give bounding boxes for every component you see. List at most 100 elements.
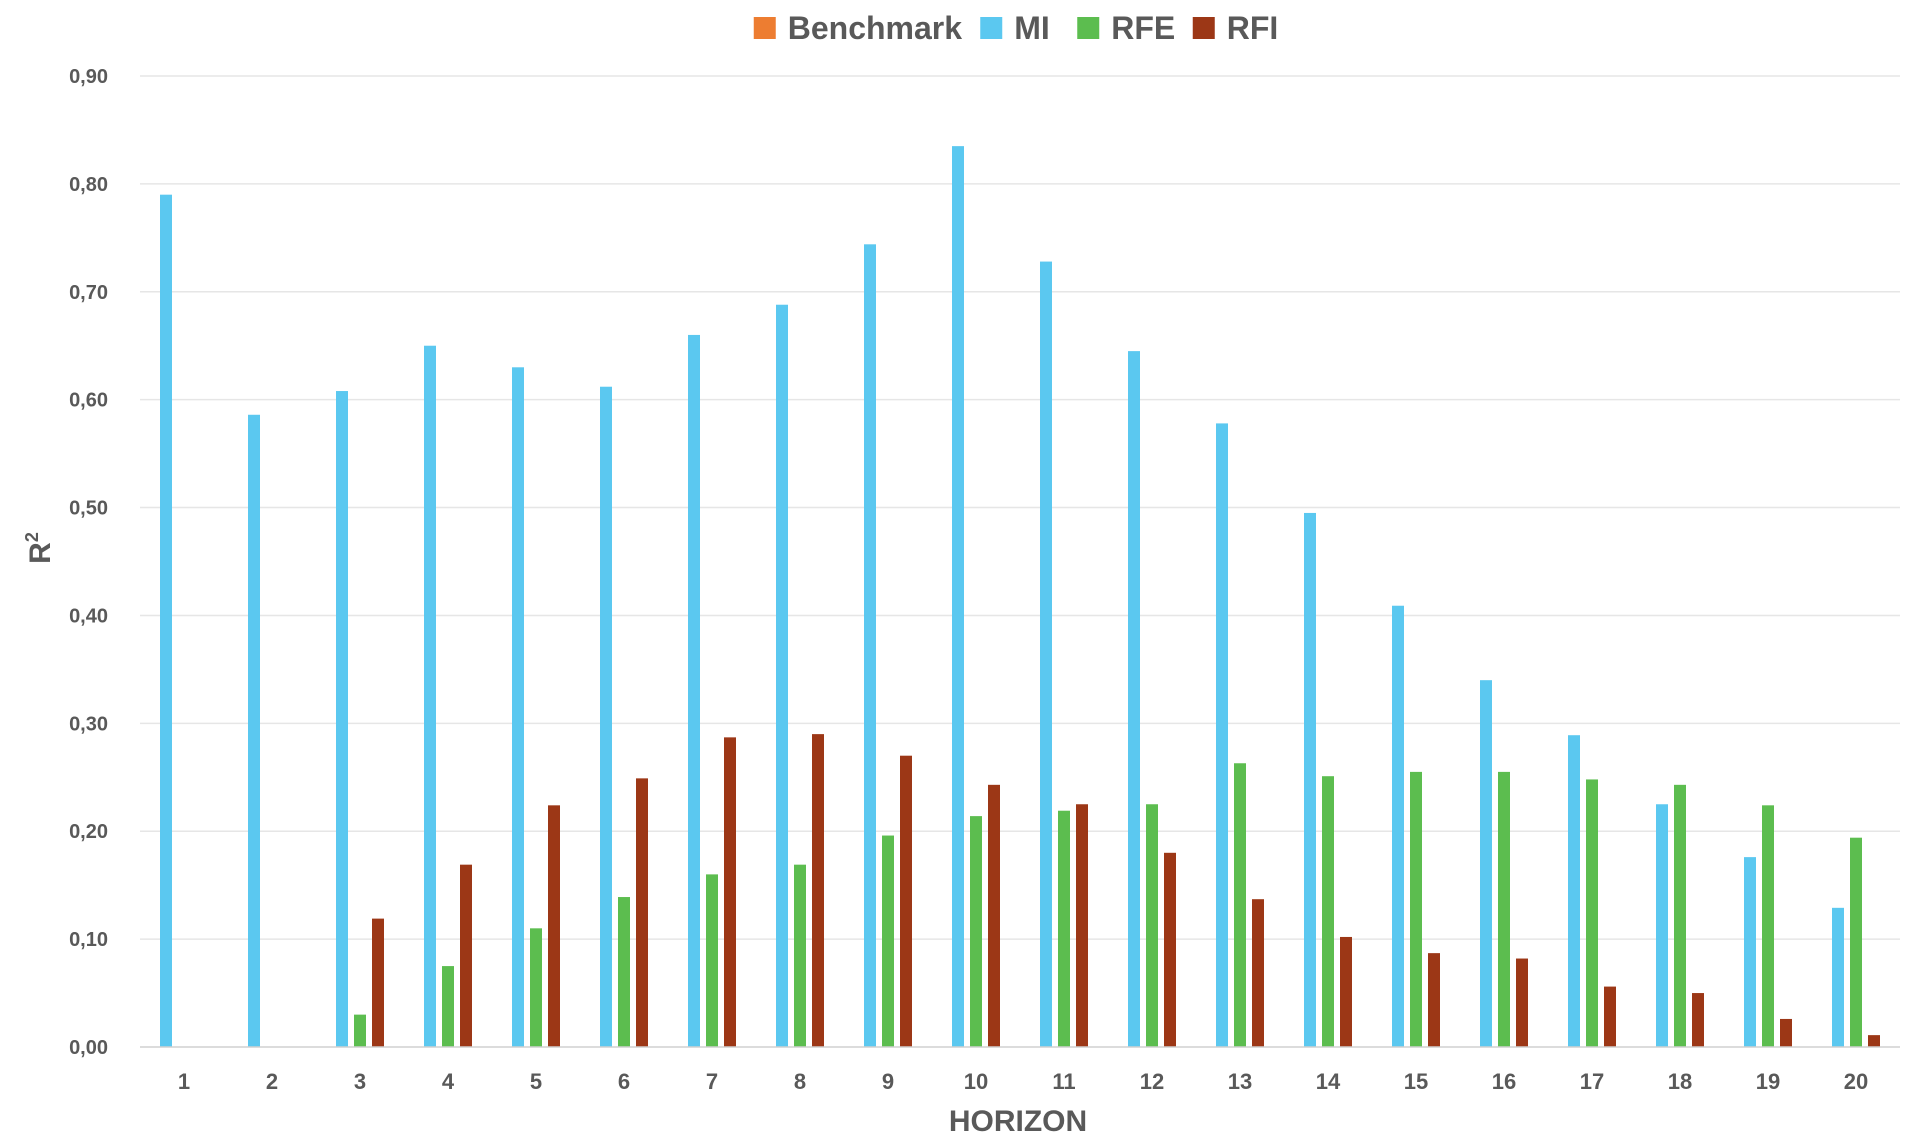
- x-tick-label: 7: [706, 1069, 718, 1094]
- x-tick-label: 20: [1844, 1069, 1868, 1094]
- bar-rfe-14: [1322, 776, 1334, 1047]
- bar-mi-8: [776, 304, 788, 1047]
- bar-rfi-9: [900, 755, 912, 1047]
- y-tick-label: 0,40: [69, 605, 108, 627]
- bar-mi-20: [1832, 907, 1844, 1047]
- x-tick-label: 10: [964, 1069, 988, 1094]
- x-tick-label: 9: [882, 1069, 894, 1094]
- x-tick-label: 15: [1404, 1069, 1428, 1094]
- bar-rfe-10: [970, 816, 982, 1047]
- x-tick-label: 13: [1228, 1069, 1252, 1094]
- bar-mi-17: [1568, 735, 1580, 1047]
- bar-rfe-19: [1762, 805, 1774, 1047]
- x-tick-label: 5: [530, 1069, 542, 1094]
- bar-rfi-5: [548, 805, 560, 1047]
- bar-rfi-19: [1780, 1018, 1792, 1047]
- bar-rfe-17: [1586, 779, 1598, 1047]
- bar-rfe-5: [530, 928, 542, 1047]
- legend-swatch: [1077, 17, 1100, 39]
- bar-mi-15: [1392, 605, 1404, 1047]
- bar-mi-16: [1480, 680, 1492, 1047]
- bar-mi-5: [512, 367, 524, 1047]
- bar-mi-10: [952, 146, 964, 1047]
- bar-rfe-7: [706, 874, 718, 1047]
- bar-rfi-8: [812, 734, 824, 1047]
- bar-mi-18: [1656, 804, 1668, 1047]
- bar-mi-1: [160, 194, 172, 1047]
- y-tick-label: 0,90: [69, 66, 108, 88]
- gridlines: [140, 75, 1900, 940]
- y-axis-title-base: R: [24, 542, 57, 564]
- y-tick-label: 0,30: [69, 713, 108, 735]
- bar-rfe-11: [1058, 810, 1070, 1047]
- bar-rfe-4: [442, 966, 454, 1047]
- legend-label: Benchmark: [788, 10, 963, 46]
- legend-swatch: [1192, 17, 1215, 39]
- legend-item-rfe[interactable]: RFE: [1077, 10, 1175, 46]
- bar-rfi-20: [1868, 1035, 1880, 1047]
- legend-item-benchmark[interactable]: Benchmark: [753, 10, 963, 46]
- bar-rfi-10: [988, 784, 1000, 1047]
- bar-rfi-4: [460, 864, 472, 1047]
- bar-mi-13: [1216, 423, 1228, 1047]
- bar-rfe-9: [882, 835, 894, 1047]
- bar-rfi-16: [1516, 958, 1528, 1047]
- bar-rfi-3: [372, 918, 384, 1047]
- bar-rfe-12: [1146, 804, 1158, 1047]
- x-tick-label: 6: [618, 1069, 630, 1094]
- x-tick-label: 4: [442, 1069, 455, 1094]
- y-tick-label: 0,00: [69, 1037, 108, 1059]
- x-tick-label: 18: [1668, 1069, 1692, 1094]
- bar-rfi-7: [724, 737, 736, 1047]
- legend-label: RFE: [1111, 10, 1175, 46]
- x-tick-label: 16: [1492, 1069, 1516, 1094]
- x-tick-label: 19: [1756, 1069, 1780, 1094]
- bar-mi-14: [1304, 512, 1316, 1047]
- y-tick-label: 0,50: [69, 498, 108, 520]
- bar-rfe-13: [1234, 763, 1246, 1047]
- bar-mi-3: [336, 391, 348, 1048]
- bar-rfi-12: [1164, 852, 1176, 1047]
- bars: [160, 146, 1880, 1048]
- bar-rfi-15: [1428, 953, 1440, 1047]
- bar-rfe-16: [1498, 771, 1510, 1047]
- bar-mi-2: [248, 414, 260, 1047]
- legend-label: RFI: [1227, 10, 1279, 46]
- y-tick-label: 0,20: [69, 821, 108, 843]
- y-axis-title: R2: [22, 532, 57, 564]
- legend-label: MI: [1014, 10, 1050, 46]
- x-tick-label: 1: [178, 1069, 190, 1094]
- bar-rfi-18: [1692, 993, 1704, 1047]
- legend-swatch: [980, 17, 1003, 39]
- legend-item-mi[interactable]: MI: [980, 10, 1050, 46]
- legend[interactable]: Benchmark MI RFE RFI: [753, 10, 1279, 46]
- bar-mi-6: [600, 386, 612, 1048]
- bar-mi-19: [1744, 857, 1756, 1047]
- bar-mi-12: [1128, 351, 1140, 1047]
- y-tick-label: 0,80: [69, 174, 108, 196]
- y-axis-title-superscript: 2: [22, 532, 42, 542]
- bar-rfe-18: [1674, 784, 1686, 1047]
- bar-rfi-6: [636, 778, 648, 1047]
- x-tick-label: 12: [1140, 1069, 1164, 1094]
- bar-mi-7: [688, 334, 700, 1047]
- bar-rfi-17: [1604, 986, 1616, 1047]
- y-tick-label: 0,70: [69, 282, 108, 304]
- bar-rfi-13: [1252, 899, 1264, 1047]
- axes: 0,00 0,10 0,20 0,30 0,40 0,50 0,60 0,70 0,80 0,90…: [69, 66, 1900, 1094]
- bar-rfe-20: [1850, 837, 1862, 1047]
- bar-rfi-11: [1076, 804, 1088, 1047]
- x-tick-label: 11: [1052, 1069, 1075, 1094]
- bar-mi-9: [864, 244, 876, 1048]
- y-tick-label: 0,10: [69, 929, 108, 951]
- x-axis-title: HORIZON: [949, 1105, 1087, 1138]
- legend-item-rfi[interactable]: RFI: [1192, 10, 1279, 46]
- x-tick-label: 14: [1316, 1069, 1341, 1094]
- bar-mi-4: [424, 345, 436, 1047]
- y-tick-label: 0,60: [69, 390, 108, 412]
- x-tick-label: 3: [354, 1069, 366, 1094]
- x-tick-label: 2: [266, 1069, 278, 1094]
- bar-rfe-3: [354, 1014, 366, 1047]
